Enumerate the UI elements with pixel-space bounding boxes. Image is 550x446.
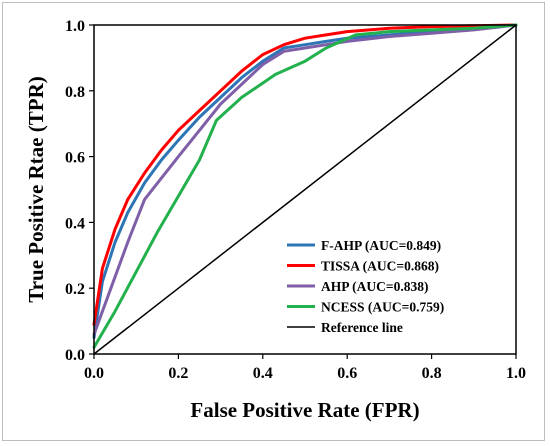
y-tick-label: 0.6 [65,150,85,167]
y-tick-label: 0.2 [65,281,85,298]
x-tick-label: 0.4 [253,365,273,382]
x-tick-label: 0.8 [422,365,442,382]
legend-label-4: Reference line [321,320,403,335]
legend-label-1: TISSA (AUC=0.868) [321,259,439,274]
legend-label-0: F-AHP (AUC=0.849) [321,238,441,253]
series-layer [92,23,518,355]
ticks-layer: 0.0 0.2 0.4 0.6 0.8 1.0 0.0 0.2 0.4 0.6 0.8 1.0 [65,18,526,382]
x-axis-title: False Positive Rate (FPR) [190,398,419,422]
plot-area-border [93,24,517,355]
x-tick-label: 0.6 [337,365,357,382]
series-line-3 [92,23,518,349]
y-tick-label: 0.0 [65,347,85,364]
legend-label-3: NCESS (AUC=0.759) [321,300,444,315]
y-axis-title: True Positive Rtae (TPR) [24,76,48,302]
series-line-2 [92,23,518,336]
y-tick-label: 0.8 [65,84,85,101]
series-line-1 [92,23,518,326]
series-line-0 [92,23,518,340]
chart-frame: 0.0 0.2 0.4 0.6 0.8 1.0 0.0 0.2 0.4 0.6 0.8 1.0 Fal… [2,2,545,441]
x-tick-label: 0.2 [168,365,188,382]
legend: F-AHP (AUC=0.849) TISSA (AUC=0.868) AHP (A… [287,238,444,335]
x-tick-label: 1.0 [506,365,526,382]
roc-chart: 0.0 0.2 0.4 0.6 0.8 1.0 0.0 0.2 0.4 0.6 0.8 1.0 Fal… [24,18,526,422]
legend-label-2: AHP (AUC=0.838) [321,279,428,294]
y-tick-label: 0.4 [65,215,85,232]
series-line-4 [93,24,517,355]
x-tick-label: 0.0 [84,365,104,382]
y-tick-label: 1.0 [65,18,85,35]
